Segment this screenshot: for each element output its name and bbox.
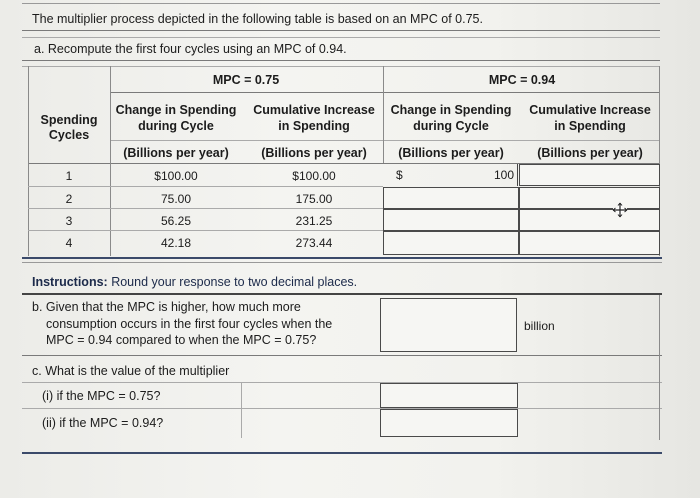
rule xyxy=(22,66,660,67)
cycle-number: 2 xyxy=(65,192,73,206)
rule xyxy=(28,186,383,187)
rule xyxy=(110,140,660,141)
table-bottom-rule xyxy=(22,257,662,259)
row3-cumulative-input[interactable] xyxy=(519,209,660,231)
cycle-number: 1 xyxy=(65,169,73,183)
grid-line xyxy=(383,66,384,163)
cumulative-header-left: Cumulative Increase in Spending xyxy=(246,102,382,134)
instructions: Instructions: Round your response to two… xyxy=(32,275,357,289)
header-line: Cumulative Increase xyxy=(529,103,651,117)
units-label: (Billions per year) xyxy=(123,146,229,160)
grid-line xyxy=(28,66,29,256)
rule xyxy=(110,92,660,93)
rule xyxy=(22,37,660,38)
row1-cumulative-input[interactable] xyxy=(519,164,660,186)
header-line: in Spending xyxy=(554,119,626,133)
row1-change-answer[interactable]: 100 xyxy=(494,168,515,182)
part-b-answer-input[interactable] xyxy=(380,298,517,352)
units-label: (Billions per year) xyxy=(398,146,504,160)
grid-line xyxy=(659,355,660,440)
cycle-number: 4 xyxy=(65,236,73,250)
question-text: The multiplier process depicted in the f… xyxy=(32,12,483,26)
mpc-left-header: MPC = 0.75 xyxy=(212,73,280,87)
cumulative-value: 231.25 xyxy=(295,214,333,228)
units-label: (Billions per year) xyxy=(261,146,367,160)
rule xyxy=(28,230,383,231)
row2-change-input[interactable] xyxy=(383,187,519,209)
part-a-text: a. Recompute the first four cycles using… xyxy=(34,42,347,56)
header-line: Change in Spending xyxy=(390,103,512,117)
header-line: Cumulative Increase xyxy=(253,103,375,117)
change-value: 56.25 xyxy=(160,214,192,228)
part-b-line: b. Given that the MPC is higher, how muc… xyxy=(32,300,301,314)
header-line: in Spending xyxy=(278,119,350,133)
row4-change-input[interactable] xyxy=(383,231,519,255)
cumulative-header-right: Cumulative Increase in Spending xyxy=(520,102,660,134)
header-line: during Cycle xyxy=(413,119,489,133)
rule xyxy=(28,163,660,164)
header-line: during Cycle xyxy=(138,119,214,133)
rule xyxy=(22,408,662,409)
grid-line xyxy=(659,66,660,256)
bottom-rule xyxy=(22,452,662,454)
currency-sign: $ xyxy=(396,168,403,182)
mpc-right-header: MPC = 0.94 xyxy=(488,73,556,87)
row3-change-input[interactable] xyxy=(383,209,519,231)
billion-unit: billion xyxy=(524,319,555,333)
header-line: Cycles xyxy=(48,128,90,142)
part-c-title: c. What is the value of the multiplier xyxy=(32,364,230,378)
change-header-right: Change in Spending during Cycle xyxy=(384,102,518,134)
part-c-i: (i) if the MPC = 0.75? xyxy=(42,389,161,403)
cumulative-value: 273.44 xyxy=(295,236,333,250)
row2-cumulative-input[interactable] xyxy=(519,187,660,209)
grid-line xyxy=(241,382,242,438)
rule xyxy=(22,30,660,31)
cycle-number: 3 xyxy=(65,214,73,228)
top-rule xyxy=(22,3,660,4)
change-value: 42.18 xyxy=(160,236,192,250)
units-label: (Billions per year) xyxy=(537,146,643,160)
cumulative-value: 175.00 xyxy=(295,192,333,206)
part-c-ii: (ii) if the MPC = 0.94? xyxy=(42,416,164,430)
change-header-left: Change in Spending during Cycle xyxy=(110,102,242,134)
instructions-label: Instructions: xyxy=(32,275,108,289)
rule xyxy=(22,262,662,263)
multiplier-075-input[interactable] xyxy=(380,383,518,408)
grid-line xyxy=(110,66,111,256)
cell-edge xyxy=(517,164,518,186)
cumulative-value: $100.00 xyxy=(292,169,336,183)
instructions-text: Round your response to two decimal place… xyxy=(111,275,358,289)
move-cursor-icon xyxy=(612,202,628,218)
header-line: Change in Spending xyxy=(115,103,237,117)
spending-cycles-header: Spending Cycles xyxy=(28,113,110,143)
part-b-line: consumption occurs in the first four cyc… xyxy=(46,317,333,331)
multiplier-094-input[interactable] xyxy=(380,409,518,437)
rule xyxy=(22,355,662,356)
header-line: Spending xyxy=(40,113,98,127)
part-b-line: MPC = 0.94 compared to when the MPC = 0.… xyxy=(46,333,317,347)
change-value: 75.00 xyxy=(160,192,192,206)
change-value: $100.00 xyxy=(154,169,198,183)
rule xyxy=(22,382,662,383)
row4-cumulative-input[interactable] xyxy=(519,231,660,255)
rule xyxy=(22,60,660,61)
grid-line xyxy=(659,295,660,355)
rule xyxy=(28,208,383,209)
rule xyxy=(22,293,662,295)
